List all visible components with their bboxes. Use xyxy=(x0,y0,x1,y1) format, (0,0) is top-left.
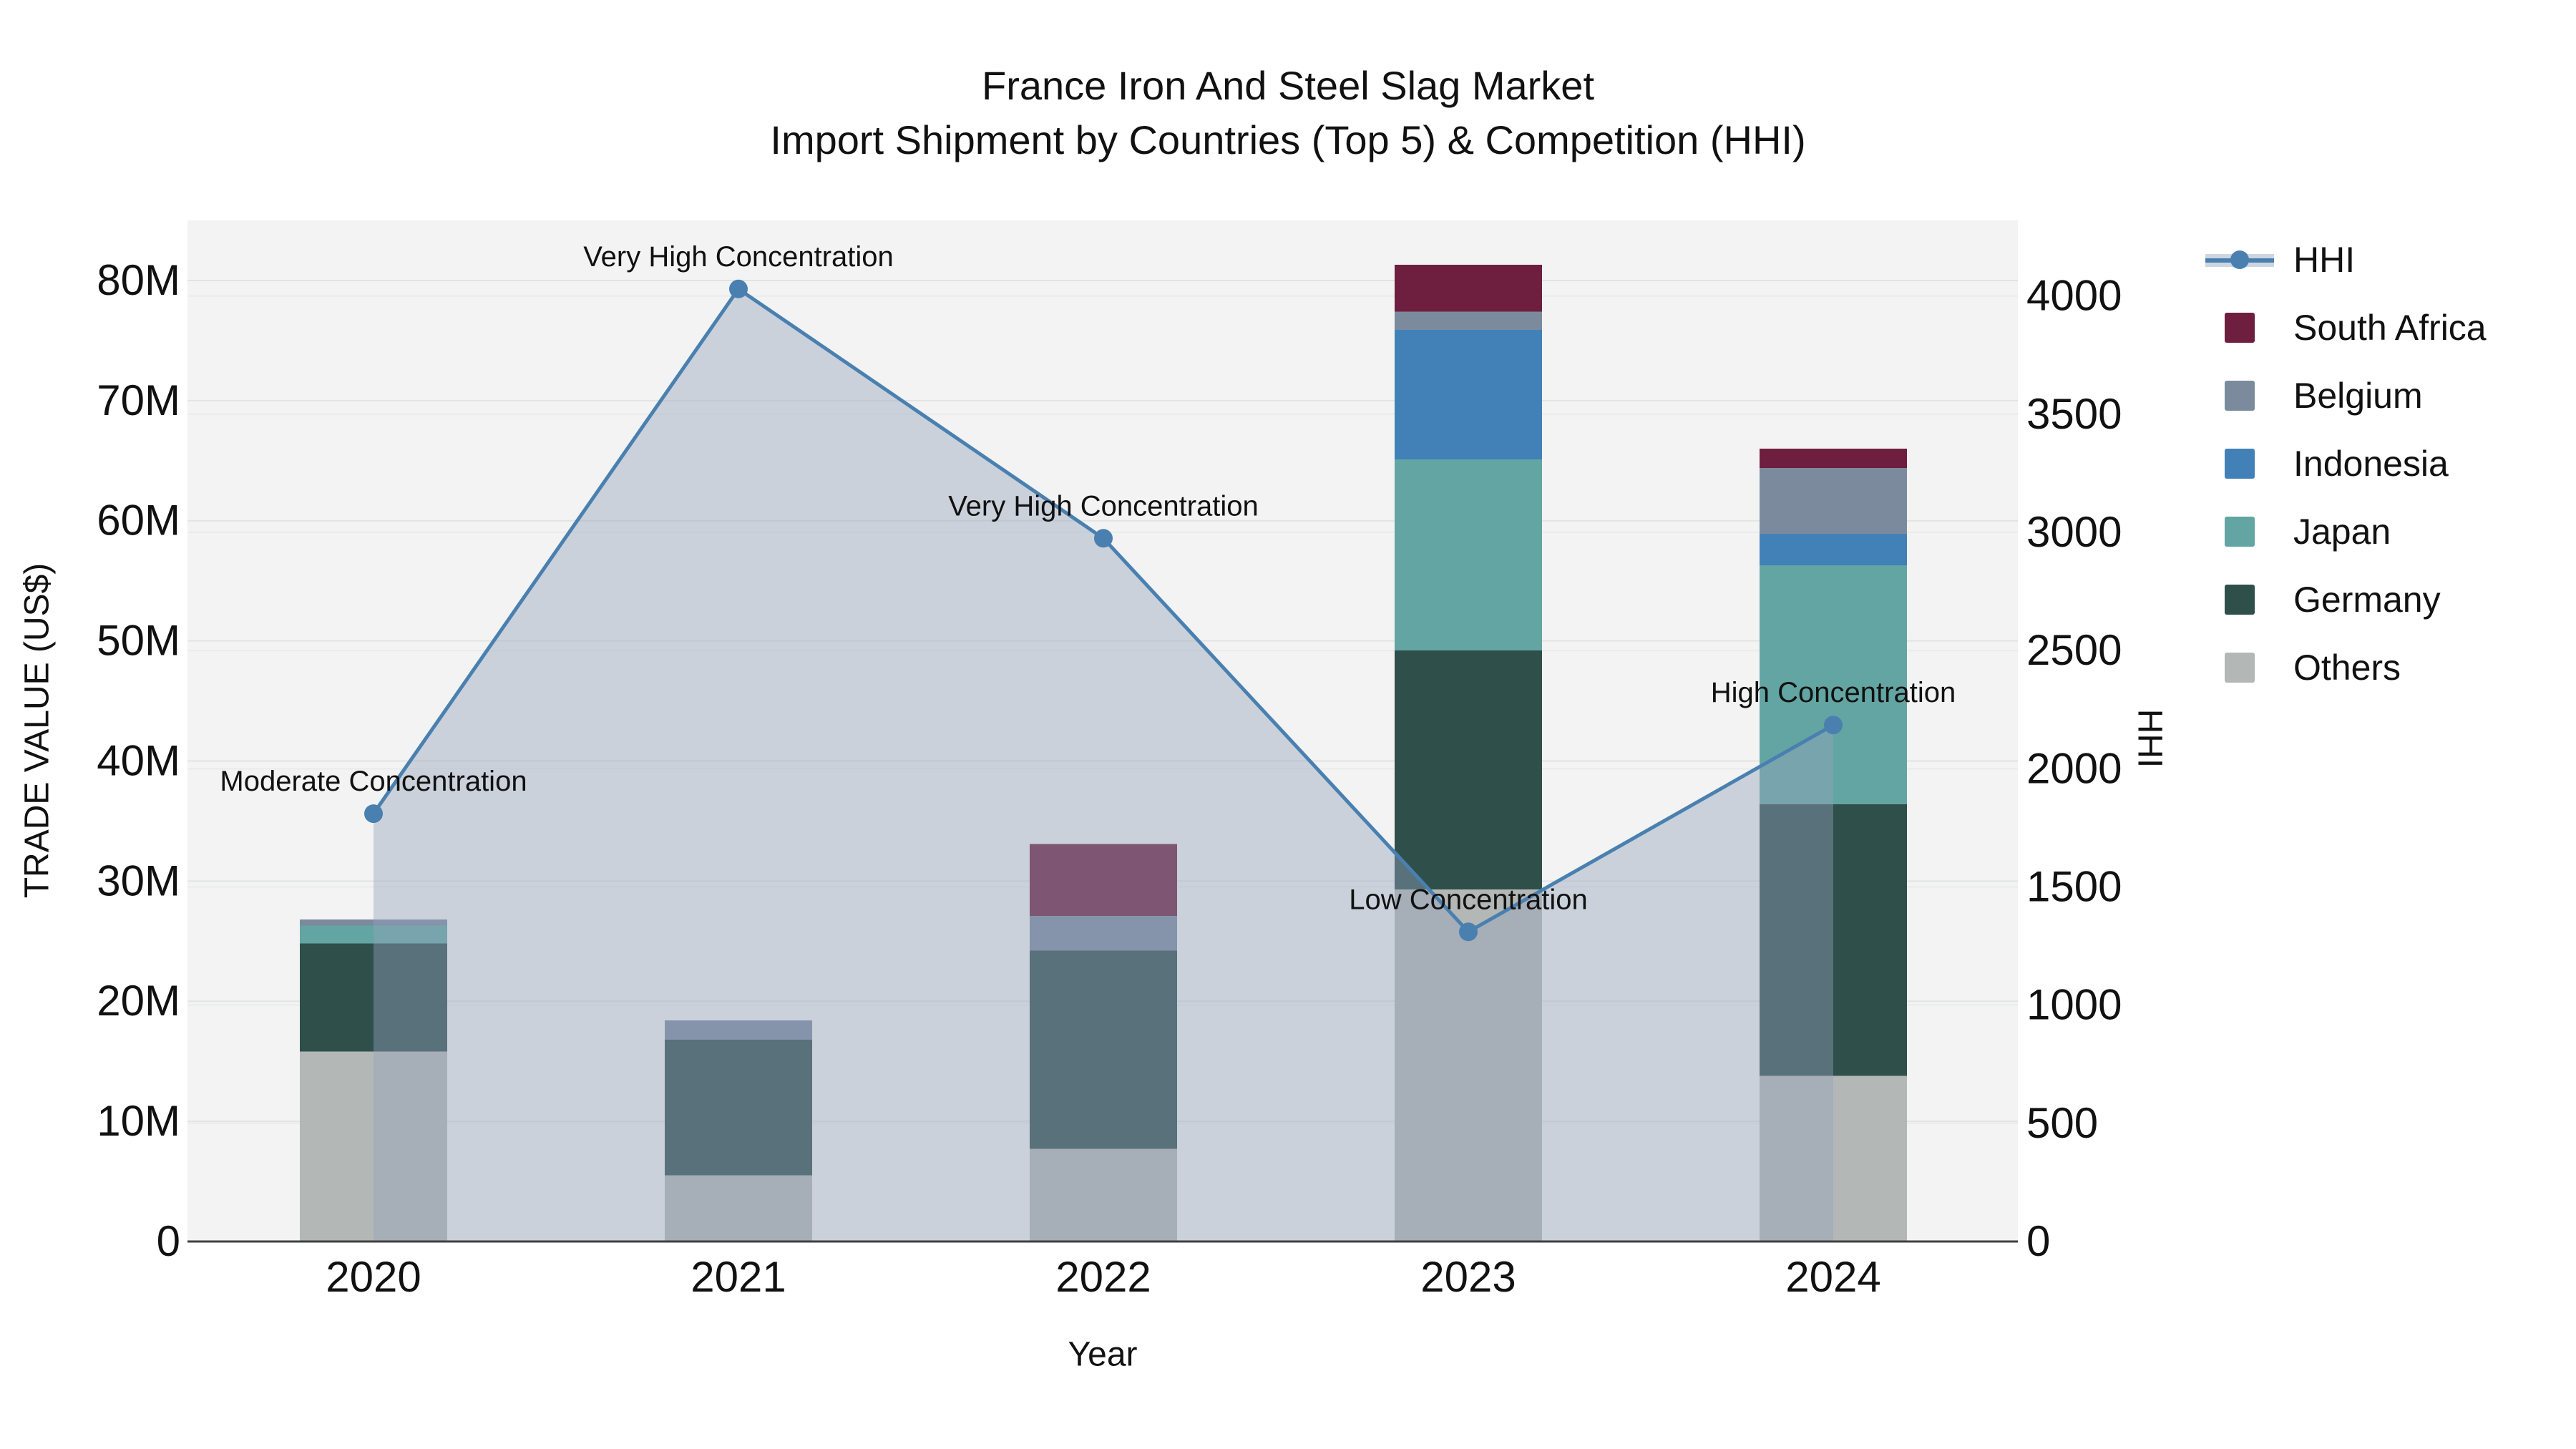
bar-segment-japan-2024[interactable] xyxy=(1760,565,1907,804)
legend: HHI South Africa Belgium Indonesia Japan Germ… xyxy=(2205,225,2487,701)
bar-segment-indonesia-2024[interactable] xyxy=(1760,534,1907,565)
hhi-point-2024[interactable] xyxy=(1824,716,1843,735)
legend-label: HHI xyxy=(2293,239,2356,280)
legend-swatch xyxy=(2225,448,2255,479)
annotation-2020: Moderate Concentration xyxy=(220,766,527,797)
hhi-point-2023[interactable] xyxy=(1459,922,1478,942)
legend-item-japan[interactable]: Japan xyxy=(2205,497,2487,565)
bar-segment-others-2020[interactable] xyxy=(300,1051,447,1241)
bar-segment-germany-2020[interactable] xyxy=(300,943,447,1052)
y-left-tick-10M: 10M xyxy=(97,1097,180,1145)
bar-segment-south-africa-2022[interactable] xyxy=(1030,844,1177,917)
bar-segment-south-africa-2023[interactable] xyxy=(1395,265,1542,312)
y-right-tick-2500: 2500 xyxy=(2026,626,2122,674)
y-right-tick-2000: 2000 xyxy=(2026,744,2122,792)
legend-swatch xyxy=(2225,380,2255,411)
bar-segment-indonesia-2023[interactable] xyxy=(1395,329,1542,460)
hhi-point-2021[interactable] xyxy=(729,279,748,298)
legend-label: Indonesia xyxy=(2293,443,2449,484)
y-right-tick-500: 500 xyxy=(2026,1099,2098,1147)
y-left-tick-80M: 80M xyxy=(97,256,180,304)
hhi-band xyxy=(374,288,1833,1242)
y-left-axis-title: TRADE VALUE (US$) xyxy=(18,562,57,899)
legend-swatch-icon xyxy=(2205,652,2274,683)
bar-segment-germany-2023[interactable] xyxy=(1395,650,1542,890)
y-right-axis-title: HHI xyxy=(2130,708,2169,769)
legend-label: Others xyxy=(2293,647,2401,688)
y-left-tick-50M: 50M xyxy=(97,617,180,665)
legend-swatch-icon xyxy=(2205,448,2274,479)
chart-title: France Iron And Steel Slag Market Import… xyxy=(0,59,2576,167)
annotation-2023: Low Concentration xyxy=(1349,884,1588,915)
bar-segment-japan-2020[interactable] xyxy=(300,925,447,944)
bar-segment-south-africa-2024[interactable] xyxy=(1760,448,1907,468)
y-left-tick-0: 0 xyxy=(157,1217,180,1265)
y-right-tick-3000: 3000 xyxy=(2026,508,2122,556)
legend-swatch xyxy=(2225,652,2255,683)
x-tick-2022: 2022 xyxy=(1055,1253,1151,1301)
x-tick-2020: 2020 xyxy=(326,1253,421,1301)
bar-segment-belgium-2020[interactable] xyxy=(300,919,447,926)
bar-segment-others-2023[interactable] xyxy=(1395,889,1542,1241)
bar-segment-belgium-2022[interactable] xyxy=(1030,916,1177,951)
annotation-2024: High Concentration xyxy=(1711,677,1956,708)
legend-label: Japan xyxy=(2293,511,2391,552)
y-left-tick-60M: 60M xyxy=(97,497,180,545)
y-left-tick-20M: 20M xyxy=(97,977,180,1025)
y-right-tick-1500: 1500 xyxy=(2026,863,2122,911)
y-right-tick-4000: 4000 xyxy=(2026,272,2122,320)
x-axis-title: Year xyxy=(1068,1335,1138,1374)
y-left-tick-30M: 30M xyxy=(97,857,180,904)
bar-segment-belgium-2023[interactable] xyxy=(1395,311,1542,330)
y-left-tick-40M: 40M xyxy=(97,736,180,784)
legend-swatch-icon xyxy=(2205,312,2274,343)
legend-item-belgium[interactable]: Belgium xyxy=(2205,361,2487,429)
bar-segment-others-2024[interactable] xyxy=(1760,1075,1907,1241)
chart-title-line2: Import Shipment by Countries (Top 5) & C… xyxy=(770,117,1806,162)
hhi-point-2020[interactable] xyxy=(364,804,383,824)
hhi-dot-chip xyxy=(2230,250,2249,269)
legend-item-hhi[interactable]: HHI xyxy=(2205,225,2487,293)
hhi-point-2022[interactable] xyxy=(1094,529,1113,548)
y-right-tick-3500: 3500 xyxy=(2026,390,2122,438)
bar-segment-japan-2023[interactable] xyxy=(1395,459,1542,651)
legend-label: Germany xyxy=(2293,579,2441,620)
y-left-tick-70M: 70M xyxy=(97,376,180,424)
legend-swatch xyxy=(2225,516,2255,547)
y-right-tick-1000: 1000 xyxy=(2026,981,2122,1029)
x-tick-2024: 2024 xyxy=(1785,1253,1880,1301)
x-tick-2023: 2023 xyxy=(1420,1253,1516,1301)
legend-swatch xyxy=(2225,312,2255,343)
chart-title-line1: France Iron And Steel Slag Market xyxy=(982,63,1594,108)
legend-swatch-icon xyxy=(2205,380,2274,411)
y-right-tick-0: 0 xyxy=(2026,1217,2050,1265)
legend-swatch xyxy=(2225,584,2255,615)
bar-segment-belgium-2024[interactable] xyxy=(1760,467,1907,535)
legend-label: South Africa xyxy=(2293,307,2487,348)
legend-label: Belgium xyxy=(2293,375,2423,416)
bar-segment-germany-2022[interactable] xyxy=(1030,950,1177,1149)
annotation-2021: Very High Concentration xyxy=(583,241,894,273)
legend-item-south-africa[interactable]: South Africa xyxy=(2205,293,2487,361)
legend-item-germany[interactable]: Germany xyxy=(2205,565,2487,633)
legend-swatch-icon xyxy=(2205,516,2274,547)
annotation-2022: Very High Concentration xyxy=(948,490,1259,522)
hhi-line-icon xyxy=(2205,249,2274,270)
bar-segment-others-2021[interactable] xyxy=(665,1175,812,1241)
legend-swatch-icon xyxy=(2205,584,2274,615)
bar-segment-germany-2021[interactable] xyxy=(665,1039,812,1176)
legend-item-others[interactable]: Others xyxy=(2205,633,2487,701)
bar-segment-germany-2024[interactable] xyxy=(1760,804,1907,1076)
x-tick-2021: 2021 xyxy=(691,1253,786,1301)
legend-item-indonesia[interactable]: Indonesia xyxy=(2205,429,2487,497)
bar-segment-belgium-2021[interactable] xyxy=(665,1020,812,1040)
bar-segment-others-2022[interactable] xyxy=(1030,1148,1177,1241)
